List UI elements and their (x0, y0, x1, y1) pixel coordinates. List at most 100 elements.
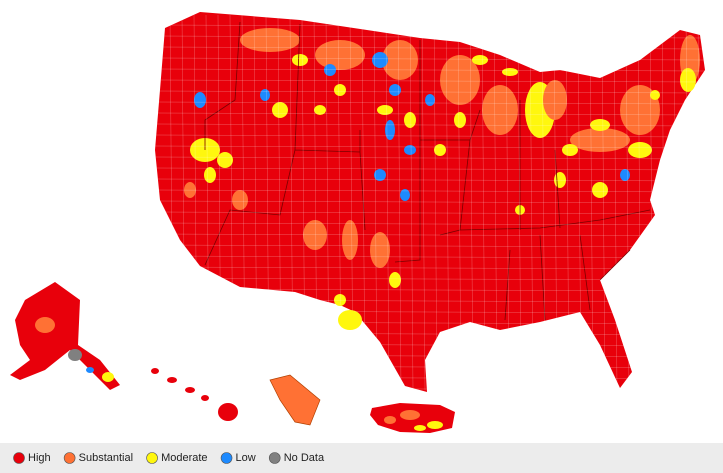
county-line (589, 14, 594, 391)
pr-patch (384, 416, 396, 424)
legend-swatch (268, 452, 281, 464)
county-patch (374, 169, 386, 181)
county-patch (314, 105, 326, 115)
county-patch (502, 68, 518, 76)
county-line (155, 244, 705, 248)
county-line (155, 123, 705, 127)
county-patch (260, 89, 270, 101)
county-line (155, 255, 705, 259)
county-patch (620, 169, 630, 181)
county-patch (377, 105, 393, 115)
county-patch (334, 294, 346, 306)
county-patch (440, 55, 480, 105)
county-line (601, 14, 606, 391)
county-line (397, 14, 402, 391)
county-patch (217, 152, 233, 168)
county-line (155, 112, 705, 116)
legend-label: Moderate (161, 452, 207, 464)
legend-swatch (13, 452, 25, 464)
county-patch (342, 220, 358, 260)
county-patch (554, 172, 566, 188)
county-patch (472, 55, 488, 65)
pr-patch (427, 421, 443, 429)
county-patch (272, 102, 288, 118)
legend-swatch (63, 452, 76, 464)
county-patch (425, 94, 435, 106)
county-patch (620, 85, 660, 135)
hawaii-island (185, 387, 195, 393)
county-patch (454, 112, 466, 128)
county-patch (628, 142, 652, 158)
county-patch (315, 40, 365, 70)
county-patch (404, 112, 416, 128)
county-line (409, 14, 414, 391)
county-patch (482, 85, 518, 135)
county-patch (324, 64, 336, 76)
county-patch (650, 90, 660, 100)
pr-patch (400, 410, 420, 420)
county-patch (592, 182, 608, 198)
county-patch (370, 232, 390, 268)
county-line (155, 222, 705, 226)
county-line (155, 211, 705, 215)
county-line (155, 101, 705, 105)
county-line (373, 14, 378, 391)
alaska-patch (86, 367, 94, 373)
legend-label: Low (236, 452, 256, 464)
alaska-patch (102, 372, 114, 382)
pr-patch (414, 425, 426, 431)
county-line (155, 134, 705, 138)
county-patch (334, 84, 346, 96)
legend-label: High (28, 452, 51, 464)
state-border-lines (204, 21, 651, 321)
legend-label: Substantial (79, 452, 133, 464)
county-line (433, 14, 438, 391)
hawaii-island (218, 403, 238, 421)
county-line (445, 14, 450, 391)
county-line (155, 200, 705, 204)
hawaii-island (167, 377, 177, 383)
county-patch (385, 120, 395, 140)
county-patch (680, 68, 696, 92)
county-line (155, 145, 705, 149)
legend-swatch (146, 452, 158, 464)
county-line (155, 189, 705, 193)
county-patch (292, 54, 308, 66)
county-patch (372, 52, 388, 68)
county-line (155, 233, 705, 237)
county-patch (400, 189, 410, 201)
county-patch (194, 92, 206, 108)
county-patch (204, 167, 216, 183)
county-line (155, 156, 705, 160)
hawaii-island (201, 395, 209, 401)
county-patch (389, 272, 401, 288)
county-line (613, 14, 618, 391)
county-line (493, 14, 498, 391)
county-patch (590, 119, 610, 131)
state-borders (204, 21, 651, 321)
county-line (421, 14, 426, 391)
alaska-no-data (68, 349, 82, 361)
county-patch (389, 84, 401, 96)
county-line (155, 167, 705, 171)
county-patch (543, 80, 567, 120)
hawaii-island (151, 368, 159, 374)
legend: High Substantial Moderate Low No Data (13, 452, 325, 464)
county-patch (382, 40, 418, 80)
county-patch (303, 220, 327, 250)
county-patch (404, 145, 416, 155)
county-patch (232, 190, 248, 210)
mainland (155, 12, 705, 392)
dc-inset (269, 374, 321, 426)
county-patch (570, 128, 630, 152)
county-line (155, 178, 705, 182)
county-patch (184, 182, 196, 198)
legend-bar (0, 443, 723, 473)
county-patch (338, 310, 362, 330)
county-line (385, 14, 390, 391)
alaska-patch (35, 317, 55, 333)
county-patch (562, 144, 578, 156)
alaska (10, 282, 120, 390)
county-patch (434, 144, 446, 156)
